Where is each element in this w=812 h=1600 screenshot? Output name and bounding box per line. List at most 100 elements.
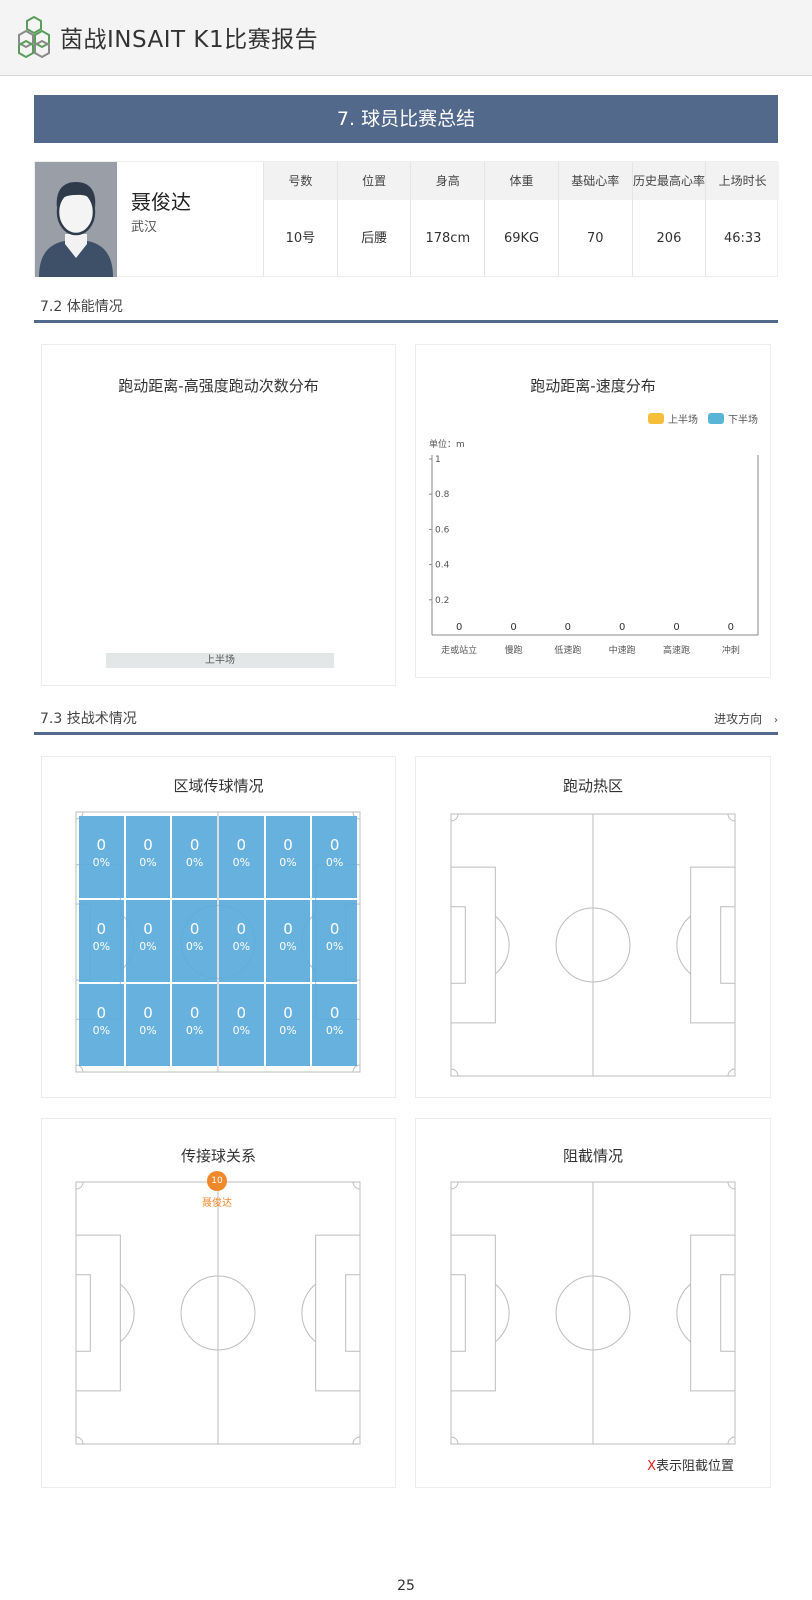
y-tick-label: 0.8 [435,490,450,500]
zone-cell[interactable]: 0 0% [312,900,357,982]
zone-pass-percent: 0% [279,940,297,953]
zone-pass-percent: 0% [232,1024,251,1037]
zone-cell[interactable]: 0 0% [172,984,217,1066]
player-node-name: 聂俊达 [202,1198,232,1209]
stat-height: 身高 178cm [410,162,485,277]
unit-label: 单位：m [429,438,465,450]
x-tick-label: 低速跑 [554,644,581,656]
penalty-area-right [690,1234,736,1392]
zone-pass-percent: 0% [185,1024,204,1037]
corner-arc [727,1068,736,1077]
zone-pass-count: 0 [236,920,247,938]
zone-pass-percent: 0% [139,1024,157,1037]
legend-second-half[interactable]: 下半场 [708,411,758,426]
zone-pass-count: 0 [143,920,153,938]
app-title: 茵战INSAIT K1比赛报告 [60,27,319,53]
stat-value: 10号 [285,231,316,246]
corner-arc [450,1181,459,1190]
zone-cell[interactable]: 0 0% [219,816,264,898]
legend-first-half[interactable]: 上半场 [648,411,698,426]
corner-arc [450,813,459,822]
pass-network-pitch [75,1181,361,1445]
corner-arc [75,1436,84,1445]
corner-arc [75,1064,84,1073]
attack-direction-label: 进攻方向 [714,712,763,726]
zone-pass-percent: 0% [232,940,251,953]
zone-pass-percent: 0% [139,856,157,869]
bar-value-label: 0 [728,622,734,633]
y-tick-label: 0.4 [435,561,450,571]
zone-cell[interactable]: 0 0% [79,816,124,898]
zone-pass-count: 0 [96,836,107,854]
corner-arc [727,1181,736,1190]
zone-pass-percent: 0% [92,940,111,953]
bar-value-label: 0 [673,622,679,633]
corner-arc [352,1436,361,1445]
zone-pass-panel: 区域传球情况 0 0% 0 0% 0 0% 0 0% 0 0% 0 0% 0 0% 0 0% 0 0% 0 0% 0 0%… [41,756,396,1098]
zone-pass-count: 0 [236,1004,247,1022]
player-node-number: 10 [211,1176,223,1186]
zone-cell[interactable]: 0 0% [219,984,264,1066]
legend-swatch [648,413,664,424]
zone-cell[interactable]: 0 0% [125,900,171,982]
zone-pass-count: 0 [283,1004,293,1022]
zone-pass-title: 区域传球情况 [173,777,264,795]
zone-pass-percent: 0% [185,856,204,869]
bar-value-label: 0 [456,622,462,633]
player-node[interactable]: 10 [207,1171,227,1191]
zone-cell[interactable]: 0 0% [265,900,311,982]
stat-value: 69KG [503,231,540,246]
center-circle [180,1275,256,1351]
zone-cell[interactable]: 0 0% [265,984,311,1066]
pass-network-panel: 传接球关系 10 聂俊达 [41,1118,396,1488]
stat-label: 历史最高心率 [632,162,706,200]
physical-divider [34,320,778,323]
corner-arc [450,1436,459,1445]
section-title: 7. 球员比赛总结 [34,95,778,143]
zone-cell[interactable]: 0 0% [265,816,311,898]
interception-panel: 阻截情况 X表示阻截位置 [415,1118,771,1488]
speed-bar-chart: 单位：m 0.2 0.4 0.6 0.8 1 走或站立 0 慢跑 0 低速跑 0 中速跑 0 高速跑 0 冲刺… [429,438,759,656]
zone-pass-percent: 0% [139,940,157,953]
interception-mark-icon: X [647,1459,656,1474]
stat-label: 身高 [411,162,485,200]
legend-label: 上半场 [668,415,698,426]
zone-pass-percent: 0% [185,940,204,953]
zone-cell[interactable]: 0 0% [172,816,217,898]
zone-grid: 0 0% 0 0% 0 0% 0 0% 0 0% 0 0% 0 0% 0 0% 0 0% 0 0% 0 0% 0 0% 0 0% 0… [79,816,357,1066]
bar-value-label: 0 [565,622,571,633]
stat-position: 位置 后腰 [336,162,411,277]
stat-label: 号数 [264,162,337,200]
page-number: 25 [397,1578,415,1594]
zone-pass-count: 0 [329,836,340,854]
corner-arc [450,1068,459,1077]
penalty-area-right [315,1234,361,1392]
player-silhouette-icon [35,162,117,277]
zone-cell[interactable]: 0 0% [79,900,124,982]
zone-pass-percent: 0% [279,856,297,869]
x-tick-label: 中速跑 [609,644,636,656]
zone-pass-percent: 0% [92,856,111,869]
zone-cell[interactable]: 0 0% [125,984,171,1066]
stat-value: 206 [656,231,682,246]
x-tick-label: 高速跑 [663,644,690,656]
stat-value: 后腰 [361,231,388,246]
zone-pass-percent: 0% [232,856,251,869]
penalty-area-left [75,1234,121,1392]
corner-arc [352,1181,361,1190]
zone-cell[interactable]: 0 0% [312,984,357,1066]
zone-cell[interactable]: 0 0% [219,900,264,982]
app-header: 茵战INSAIT K1比赛报告 [0,0,812,76]
center-circle [555,907,631,983]
zone-cell[interactable]: 0 0% [125,816,171,898]
penalty-area-left [450,866,496,1024]
goal-area-left [450,906,466,984]
goal-area-right [720,906,736,984]
zone-pass-percent: 0% [325,1024,344,1037]
interception-note: X表示阻截位置 [647,1455,734,1474]
heatmap-pitch [450,813,736,1077]
zone-cell[interactable]: 0 0% [172,900,217,982]
stat-weight: 体重 69KG [484,162,558,277]
zone-cell[interactable]: 0 0% [312,816,357,898]
zone-cell[interactable]: 0 0% [79,984,124,1066]
